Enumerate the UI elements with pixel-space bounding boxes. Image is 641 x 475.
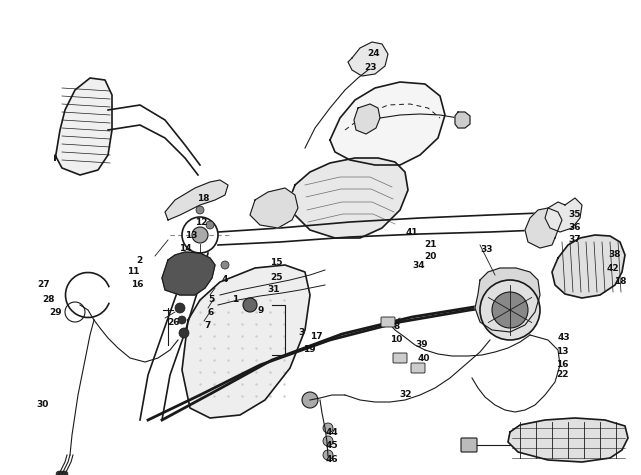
Text: 36: 36 — [568, 223, 581, 232]
Text: 14: 14 — [179, 244, 192, 253]
Text: 5: 5 — [208, 295, 214, 304]
Text: 29: 29 — [49, 308, 62, 317]
Text: 16: 16 — [556, 360, 569, 369]
Circle shape — [323, 436, 333, 446]
Text: 18: 18 — [614, 277, 626, 286]
Circle shape — [178, 316, 186, 324]
Polygon shape — [250, 188, 298, 228]
Text: 24: 24 — [367, 49, 379, 58]
Circle shape — [56, 471, 62, 475]
Circle shape — [196, 206, 204, 214]
Circle shape — [480, 280, 540, 340]
Text: 26: 26 — [167, 318, 179, 327]
Text: 34: 34 — [412, 261, 424, 270]
Circle shape — [302, 392, 318, 408]
Text: 11: 11 — [127, 267, 140, 276]
Polygon shape — [508, 418, 628, 462]
FancyBboxPatch shape — [381, 317, 395, 327]
Text: 6: 6 — [208, 308, 214, 317]
FancyBboxPatch shape — [393, 353, 407, 363]
Text: 12: 12 — [195, 218, 208, 227]
Text: 44: 44 — [326, 428, 338, 437]
Text: 7: 7 — [204, 321, 210, 330]
Text: 46: 46 — [326, 455, 338, 464]
Text: 38: 38 — [608, 250, 620, 259]
Circle shape — [175, 303, 185, 313]
Text: 8: 8 — [393, 322, 399, 331]
Circle shape — [62, 471, 68, 475]
Text: 1: 1 — [232, 295, 238, 304]
FancyBboxPatch shape — [411, 363, 425, 373]
Text: 20: 20 — [424, 252, 437, 261]
Text: 4: 4 — [222, 275, 228, 284]
Text: 40: 40 — [418, 354, 431, 363]
Polygon shape — [525, 208, 562, 248]
Polygon shape — [455, 112, 470, 128]
Polygon shape — [162, 252, 215, 295]
Polygon shape — [354, 104, 380, 134]
Text: 31: 31 — [267, 285, 279, 294]
Circle shape — [323, 450, 333, 460]
Polygon shape — [475, 268, 540, 332]
Text: 19: 19 — [303, 345, 315, 354]
Circle shape — [192, 227, 208, 243]
Text: 13: 13 — [185, 231, 197, 240]
Circle shape — [59, 471, 65, 475]
Text: 3: 3 — [298, 328, 304, 337]
Circle shape — [243, 298, 257, 312]
Text: 13: 13 — [556, 347, 569, 356]
Polygon shape — [165, 180, 228, 220]
Text: 16: 16 — [131, 280, 144, 289]
Polygon shape — [290, 158, 408, 238]
Polygon shape — [330, 82, 445, 165]
Text: 30: 30 — [36, 400, 48, 409]
Circle shape — [492, 292, 528, 328]
Polygon shape — [552, 235, 625, 298]
Text: 17: 17 — [310, 332, 322, 341]
Text: 18: 18 — [197, 194, 210, 203]
Circle shape — [221, 261, 229, 269]
Text: 27: 27 — [37, 280, 49, 289]
Text: 45: 45 — [326, 441, 338, 450]
Polygon shape — [348, 42, 388, 76]
Text: 37: 37 — [568, 235, 581, 244]
Circle shape — [206, 221, 214, 229]
Text: 41: 41 — [406, 228, 419, 237]
Text: 15: 15 — [270, 258, 283, 267]
Text: 23: 23 — [364, 63, 376, 72]
Text: 43: 43 — [558, 333, 570, 342]
Text: 35: 35 — [568, 210, 581, 219]
Text: 28: 28 — [42, 295, 54, 304]
Text: 42: 42 — [607, 264, 620, 273]
Text: 39: 39 — [415, 340, 428, 349]
Text: 25: 25 — [270, 273, 283, 282]
Text: 22: 22 — [556, 370, 569, 379]
Circle shape — [323, 423, 333, 433]
Text: 2: 2 — [136, 256, 142, 265]
Text: 21: 21 — [424, 240, 437, 249]
FancyBboxPatch shape — [461, 438, 477, 452]
Text: 10: 10 — [390, 335, 403, 344]
Text: 32: 32 — [399, 390, 412, 399]
Polygon shape — [182, 265, 310, 418]
Circle shape — [179, 328, 189, 338]
Text: 33: 33 — [480, 245, 492, 254]
Polygon shape — [55, 78, 112, 175]
Text: 9: 9 — [258, 306, 264, 315]
Polygon shape — [545, 198, 582, 232]
